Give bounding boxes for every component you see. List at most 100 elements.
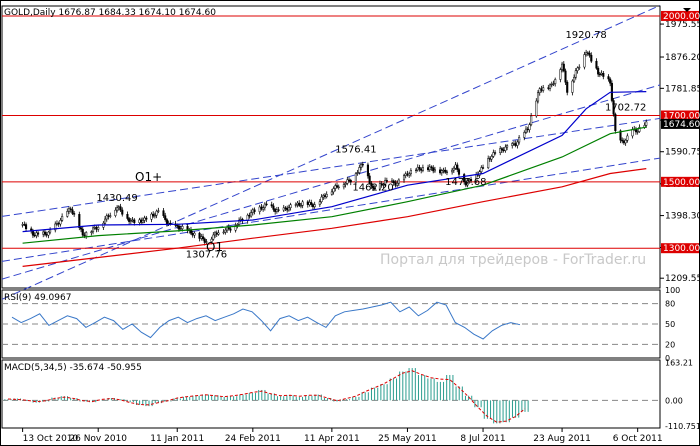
candle-body [542,87,545,91]
x-tick-label: 6 Oct 2011 [613,434,663,444]
candle-body [528,124,531,131]
candle-body [262,207,265,210]
candle-body [116,207,119,211]
candle-body [337,186,340,188]
candle-body [602,72,605,77]
candle-body [117,206,120,208]
panel-frame-1 [1,5,661,289]
candle-body [47,231,50,236]
candle-body [31,230,34,236]
candle-body [619,130,622,141]
candle-body [366,164,369,177]
candle-body [126,214,129,219]
candle-body [234,225,237,231]
price-annotation: 1920.78 [565,30,606,41]
candle-body [248,214,251,217]
candle-body [181,226,184,229]
candle-body [129,220,132,222]
candle-body [325,194,328,198]
candle-body [583,54,586,68]
candle-body [301,201,304,206]
candle-body [523,132,526,138]
candle-body [636,131,639,133]
candle-body [418,167,421,170]
candle-body [416,167,419,171]
channel-line-lower [1,157,661,262]
candle-body [502,149,505,152]
candle-body [272,205,275,210]
level-label: 2000.00 [663,12,700,22]
candle-body [45,234,48,236]
level-tag-1700.00 [661,110,699,121]
candle-body [213,232,217,236]
panel-frame-3 [1,359,661,429]
candle-body [370,182,373,187]
candle-body [588,52,591,56]
candle-body [394,182,397,186]
candle-body [590,54,593,62]
candle-body [564,70,567,83]
rsi-axis-label: 100 [665,286,680,295]
candle-body [466,180,469,186]
y-tick-label: 1781.85 [665,84,700,94]
level-label: 1700.00 [663,111,700,121]
candle-body [440,170,443,174]
candle-body [621,139,624,142]
current-price-tag [661,118,699,129]
candle-body [360,164,363,168]
candle-body [559,69,562,80]
candle-body [121,209,124,215]
x-tick-label: 13 Oct 2010 [23,434,79,444]
candle-body [494,152,497,154]
candle-body [442,169,445,172]
candle-body [342,184,345,188]
candle-body [191,232,194,236]
candle-body [105,215,108,220]
candle-body [499,148,502,153]
price-annotation: 1430.49 [96,193,137,204]
candle-body [414,169,418,172]
candle-body [561,63,564,70]
candle-body [57,223,60,225]
candle-body [595,60,598,69]
candle-body [79,227,83,230]
candle-body [500,148,503,151]
channel-line-steep [1,4,661,300]
candle-body [59,220,62,225]
candle-body [152,213,155,217]
candle-body [73,213,76,215]
candle-body [90,231,93,233]
candle-body [487,158,490,169]
candle-body [490,156,493,160]
candle-body [294,204,297,206]
candle-body [347,179,351,181]
rsi-label: RSI(9) 49.0967 [4,293,71,303]
candle-body [406,173,409,176]
candle-body [444,169,447,173]
rsi-axis-label: 0 [665,354,670,363]
candle-body [454,164,457,169]
candle-body [574,70,577,78]
chart-shift-marker [683,8,691,12]
candle-body [372,185,375,189]
candle-body [397,179,400,184]
candle-body [37,232,40,235]
rsi-line [11,301,521,340]
candle-body [516,141,519,146]
candle-body [382,184,385,186]
candle-body [92,227,95,233]
candle-body [384,180,387,185]
candle-body [402,175,406,181]
channel-label-o1plus: O1+ [135,170,162,184]
rsi-axis-label: 20 [665,340,675,349]
candle-body [562,63,565,72]
candle-body [114,209,117,216]
candle-body [42,231,45,235]
candle-body [598,73,601,76]
candle-body [361,164,364,166]
candle-body [162,210,165,216]
candle-body [439,169,442,174]
candle-body [428,166,431,171]
candle-body [141,220,144,223]
candle-body [432,167,435,172]
